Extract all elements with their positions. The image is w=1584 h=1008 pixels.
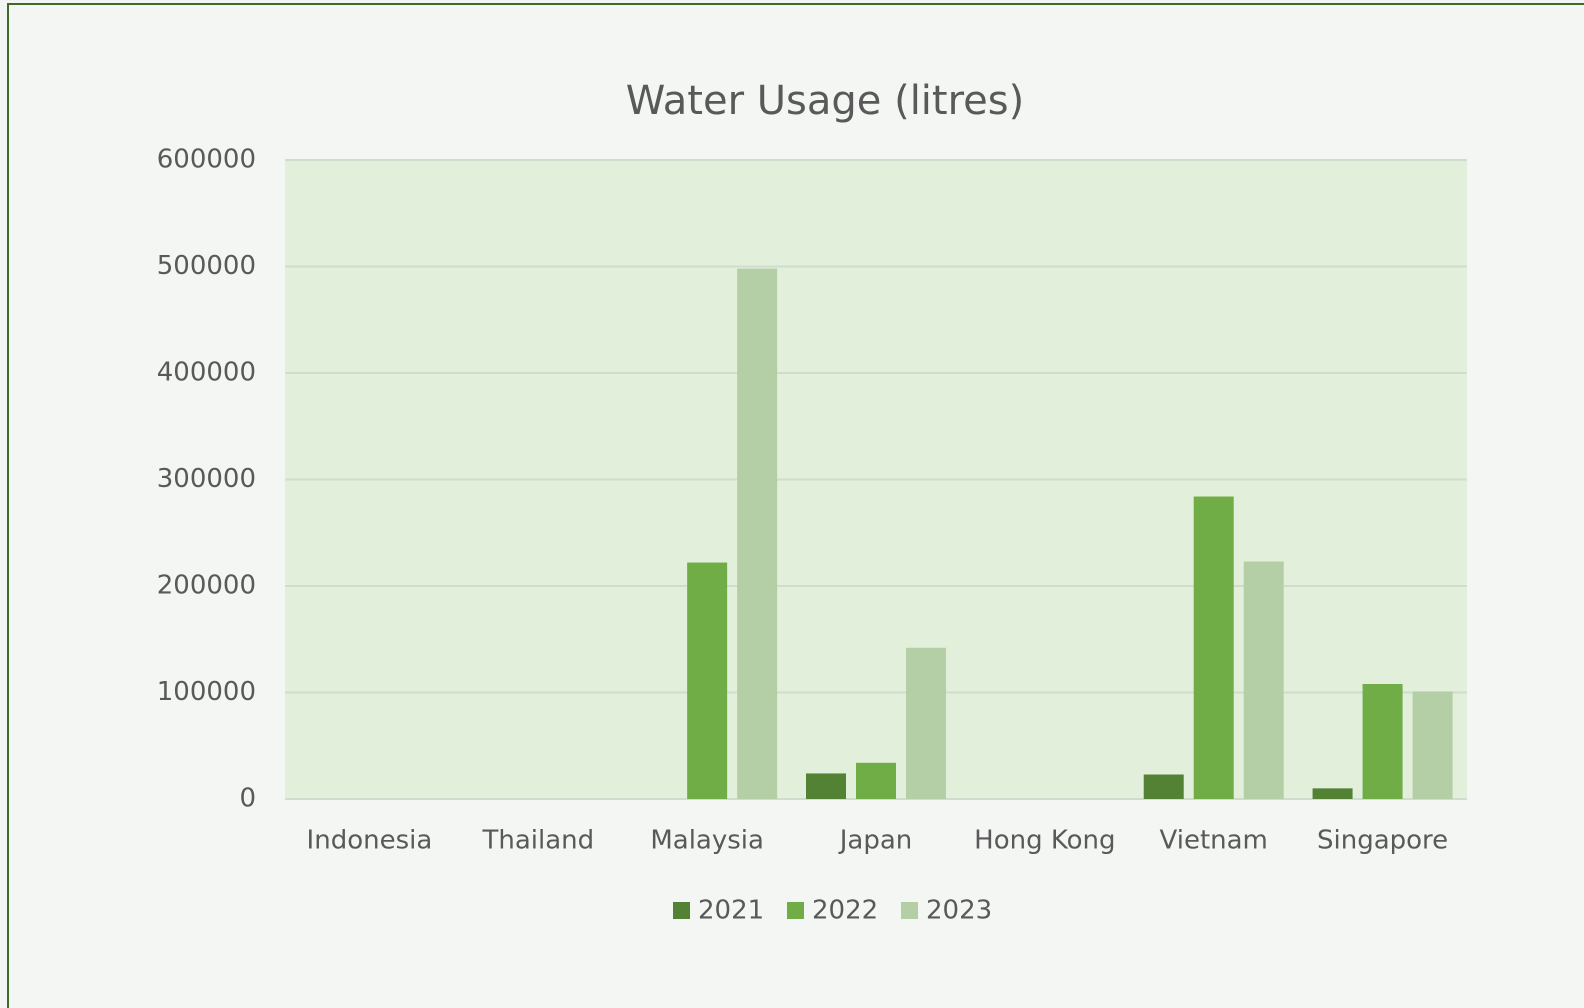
legend-swatch: [901, 902, 918, 919]
x-tick-label: Singapore: [1317, 826, 1448, 856]
bar: [1362, 683, 1403, 799]
y-tick-label: 0: [239, 784, 256, 814]
bar: [906, 647, 946, 799]
y-tick-label: 400000: [157, 358, 256, 388]
bar: [1412, 691, 1453, 799]
bar: [806, 773, 846, 799]
bar: [1312, 788, 1353, 799]
x-tick-label: Japan: [838, 826, 913, 856]
x-tick-label: Indonesia: [307, 826, 433, 856]
x-tick-label: Vietnam: [1160, 826, 1268, 856]
legend-label: 2021: [698, 896, 764, 926]
bar: [856, 762, 896, 799]
x-tick-label: Thailand: [481, 826, 594, 856]
y-tick-label: 600000: [157, 145, 256, 175]
bar: [1243, 561, 1284, 799]
x-tick-label: Malaysia: [650, 826, 764, 856]
x-tick-label: Hong Kong: [974, 826, 1115, 856]
y-tick-label: 500000: [157, 251, 256, 281]
bar: [1143, 774, 1184, 799]
chart-title: Water Usage (litres): [626, 78, 1024, 124]
legend-swatch: [673, 902, 690, 919]
bar: [1193, 496, 1234, 799]
y-tick-label: 200000: [157, 571, 256, 601]
y-tick-label: 100000: [157, 677, 256, 707]
legend-swatch: [787, 902, 804, 919]
bar: [687, 562, 728, 799]
legend-label: 2022: [812, 896, 878, 926]
legend-label: 2023: [926, 896, 992, 926]
bar: [737, 268, 778, 799]
y-tick-label: 300000: [157, 464, 256, 494]
